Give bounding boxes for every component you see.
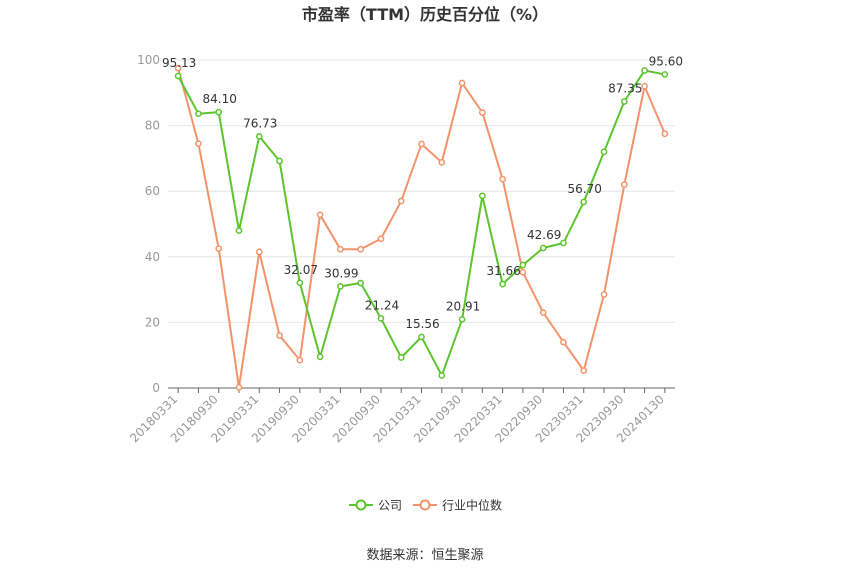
legend-item-company[interactable]: 公司 <box>349 499 402 513</box>
data-point-s1-7[interactable] <box>316 211 324 219</box>
data-point-s0-16[interactable] <box>499 280 506 288</box>
y-tick-label: 0 <box>152 381 160 395</box>
data-point-s1-10[interactable] <box>377 235 385 243</box>
data-point-s0-0[interactable] <box>174 72 182 80</box>
data-point-s0-22[interactable] <box>620 98 628 105</box>
legend: 公司 行业中位数 <box>349 498 502 513</box>
data-point-s0-9[interactable] <box>357 279 365 287</box>
data-point-s0-5[interactable] <box>276 157 283 165</box>
data-label: 95.13 <box>162 56 196 70</box>
y-tick-label: 20 <box>145 315 160 329</box>
data-point-s1-19[interactable] <box>560 338 567 346</box>
data-point-s1-2[interactable] <box>215 245 223 252</box>
data-point-s0-14[interactable] <box>458 316 466 323</box>
data-label: 15.56 <box>405 317 439 331</box>
y-tick-label: 60 <box>145 184 160 198</box>
data-point-s0-3[interactable] <box>235 227 243 234</box>
legend-company-label: 公司 <box>378 499 402 513</box>
data-point-s1-15[interactable] <box>478 109 486 116</box>
grid-lines <box>168 59 675 323</box>
data-label: 87.35 <box>608 81 642 95</box>
data-point-s1-20[interactable] <box>580 367 588 374</box>
data-point-s0-23[interactable] <box>641 67 648 74</box>
data-point-s1-1[interactable] <box>195 140 202 147</box>
data-point-s0-6[interactable] <box>296 279 304 287</box>
data-point-s0-2[interactable] <box>215 108 223 116</box>
y-tick-label: 80 <box>145 119 160 133</box>
data-point-s1-16[interactable] <box>499 175 506 183</box>
data-label: 21.24 <box>365 298 399 312</box>
data-point-s1-13[interactable] <box>438 158 446 166</box>
data-point-s0-24[interactable] <box>661 71 669 78</box>
data-point-s0-12[interactable] <box>418 333 425 341</box>
data-labels: 95.13 84.10 76.73 32.07 30.99 21.24 15.56 20.91… <box>162 54 683 331</box>
data-point-s0-15[interactable] <box>478 192 486 200</box>
data-label: 42.69 <box>527 228 561 242</box>
data-label: 95.60 <box>649 54 683 68</box>
data-point-s1-11[interactable] <box>397 197 405 205</box>
legend-industry-swatch-dot <box>419 499 431 511</box>
data-point-s0-11[interactable] <box>397 354 405 361</box>
data-point-s0-1[interactable] <box>195 110 202 118</box>
data-point-s1-18[interactable] <box>539 309 547 316</box>
data-label: 76.73 <box>243 116 277 130</box>
data-point-s1-14[interactable] <box>458 79 466 87</box>
data-point-s1-4[interactable] <box>255 248 263 256</box>
series-lines <box>174 64 669 391</box>
data-label: 30.99 <box>324 266 358 280</box>
data-point-s1-6[interactable] <box>296 356 304 364</box>
chart-title: 市盈率（TTM）历史百分位（%） <box>302 5 548 24</box>
data-source: 数据来源：恒生聚源 <box>366 548 483 563</box>
legend-item-industry-median[interactable]: 行业中位数 <box>413 498 502 513</box>
y-tick-label: 40 <box>145 250 160 264</box>
data-point-s0-8[interactable] <box>337 283 344 290</box>
data-point-s0-18[interactable] <box>539 244 547 252</box>
data-point-s1-0[interactable] <box>174 64 182 72</box>
data-point-s1-17[interactable] <box>519 268 527 276</box>
y-tick-label: 100 <box>137 53 160 67</box>
data-point-s0-19[interactable] <box>560 239 567 247</box>
data-point-s1-23[interactable] <box>641 82 648 90</box>
data-point-s0-20[interactable] <box>580 198 588 206</box>
axes: 0204060801002018033120180930201903312019… <box>127 53 675 445</box>
data-point-s1-21[interactable] <box>600 291 608 298</box>
data-point-s0-21[interactable] <box>600 148 608 156</box>
data-point-s1-3[interactable] <box>235 383 243 391</box>
data-point-s1-22[interactable] <box>620 181 628 188</box>
data-point-s1-8[interactable] <box>337 245 344 253</box>
data-point-s1-24[interactable] <box>661 130 669 138</box>
data-point-s0-10[interactable] <box>377 314 385 322</box>
data-point-s0-7[interactable] <box>316 353 324 361</box>
data-label: 32.07 <box>284 263 318 277</box>
data-label: 56.70 <box>568 182 602 196</box>
data-point-s1-9[interactable] <box>357 245 365 253</box>
data-point-s1-5[interactable] <box>276 332 283 339</box>
data-point-s0-4[interactable] <box>255 132 263 140</box>
legend-industry-label: 行业中位数 <box>442 498 502 513</box>
data-point-s0-13[interactable] <box>438 372 446 379</box>
data-point-s1-12[interactable] <box>418 140 425 148</box>
data-label: 20.91 <box>446 299 480 313</box>
legend-company-swatch-dot <box>355 499 367 511</box>
data-label: 31.66 <box>486 264 520 278</box>
data-point-s0-17[interactable] <box>519 261 527 269</box>
data-label: 84.10 <box>203 92 237 106</box>
